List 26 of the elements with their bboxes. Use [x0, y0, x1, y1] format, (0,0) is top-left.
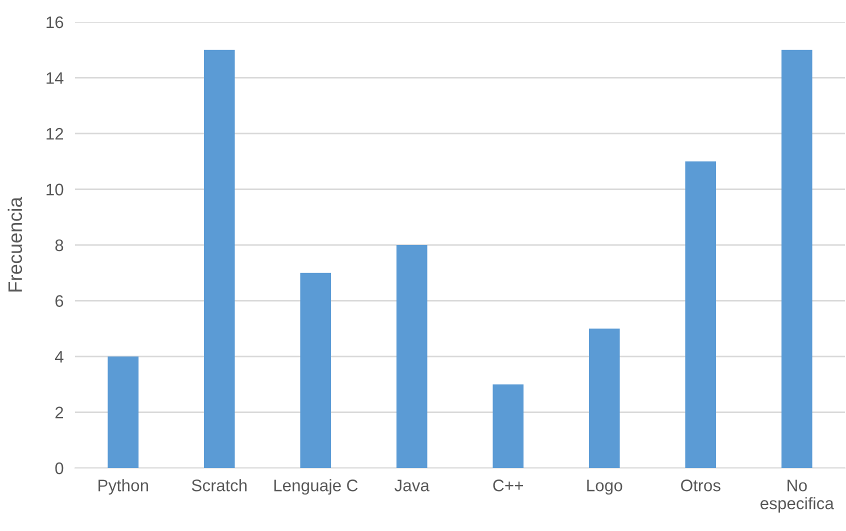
y-tick-label: 2 — [55, 406, 64, 418]
y-tick-label: 6 — [55, 295, 64, 307]
y-tick-label: 8 — [55, 239, 64, 252]
x-tick-label: Logo — [587, 480, 622, 495]
y-tick-label: 4 — [55, 351, 64, 363]
y-tick-label: 10 — [46, 184, 64, 196]
y-tick-label: 0 — [55, 462, 64, 474]
x-tick-label: Python — [98, 479, 148, 495]
bar — [492, 384, 524, 468]
x-tick-label: Java — [394, 480, 430, 492]
bar — [781, 50, 812, 468]
x-tick-label: No especifica — [760, 480, 834, 513]
x-tick-label: Scratch — [192, 479, 247, 492]
bar — [300, 272, 332, 468]
y-axis-title: Frecuencia — [8, 196, 22, 292]
y-tick-label: 16 — [46, 16, 64, 28]
y-tick-label: 14 — [46, 72, 64, 84]
bar — [396, 245, 428, 468]
x-tick-label: C++ — [493, 480, 524, 492]
x-tick-label: Otros — [681, 480, 720, 492]
y-tick-label: 12 — [46, 128, 64, 140]
x-tick-label: Lenguaje C — [274, 479, 358, 495]
bar — [588, 328, 620, 468]
bar — [204, 50, 235, 468]
bar — [108, 356, 139, 468]
bar — [685, 161, 716, 468]
